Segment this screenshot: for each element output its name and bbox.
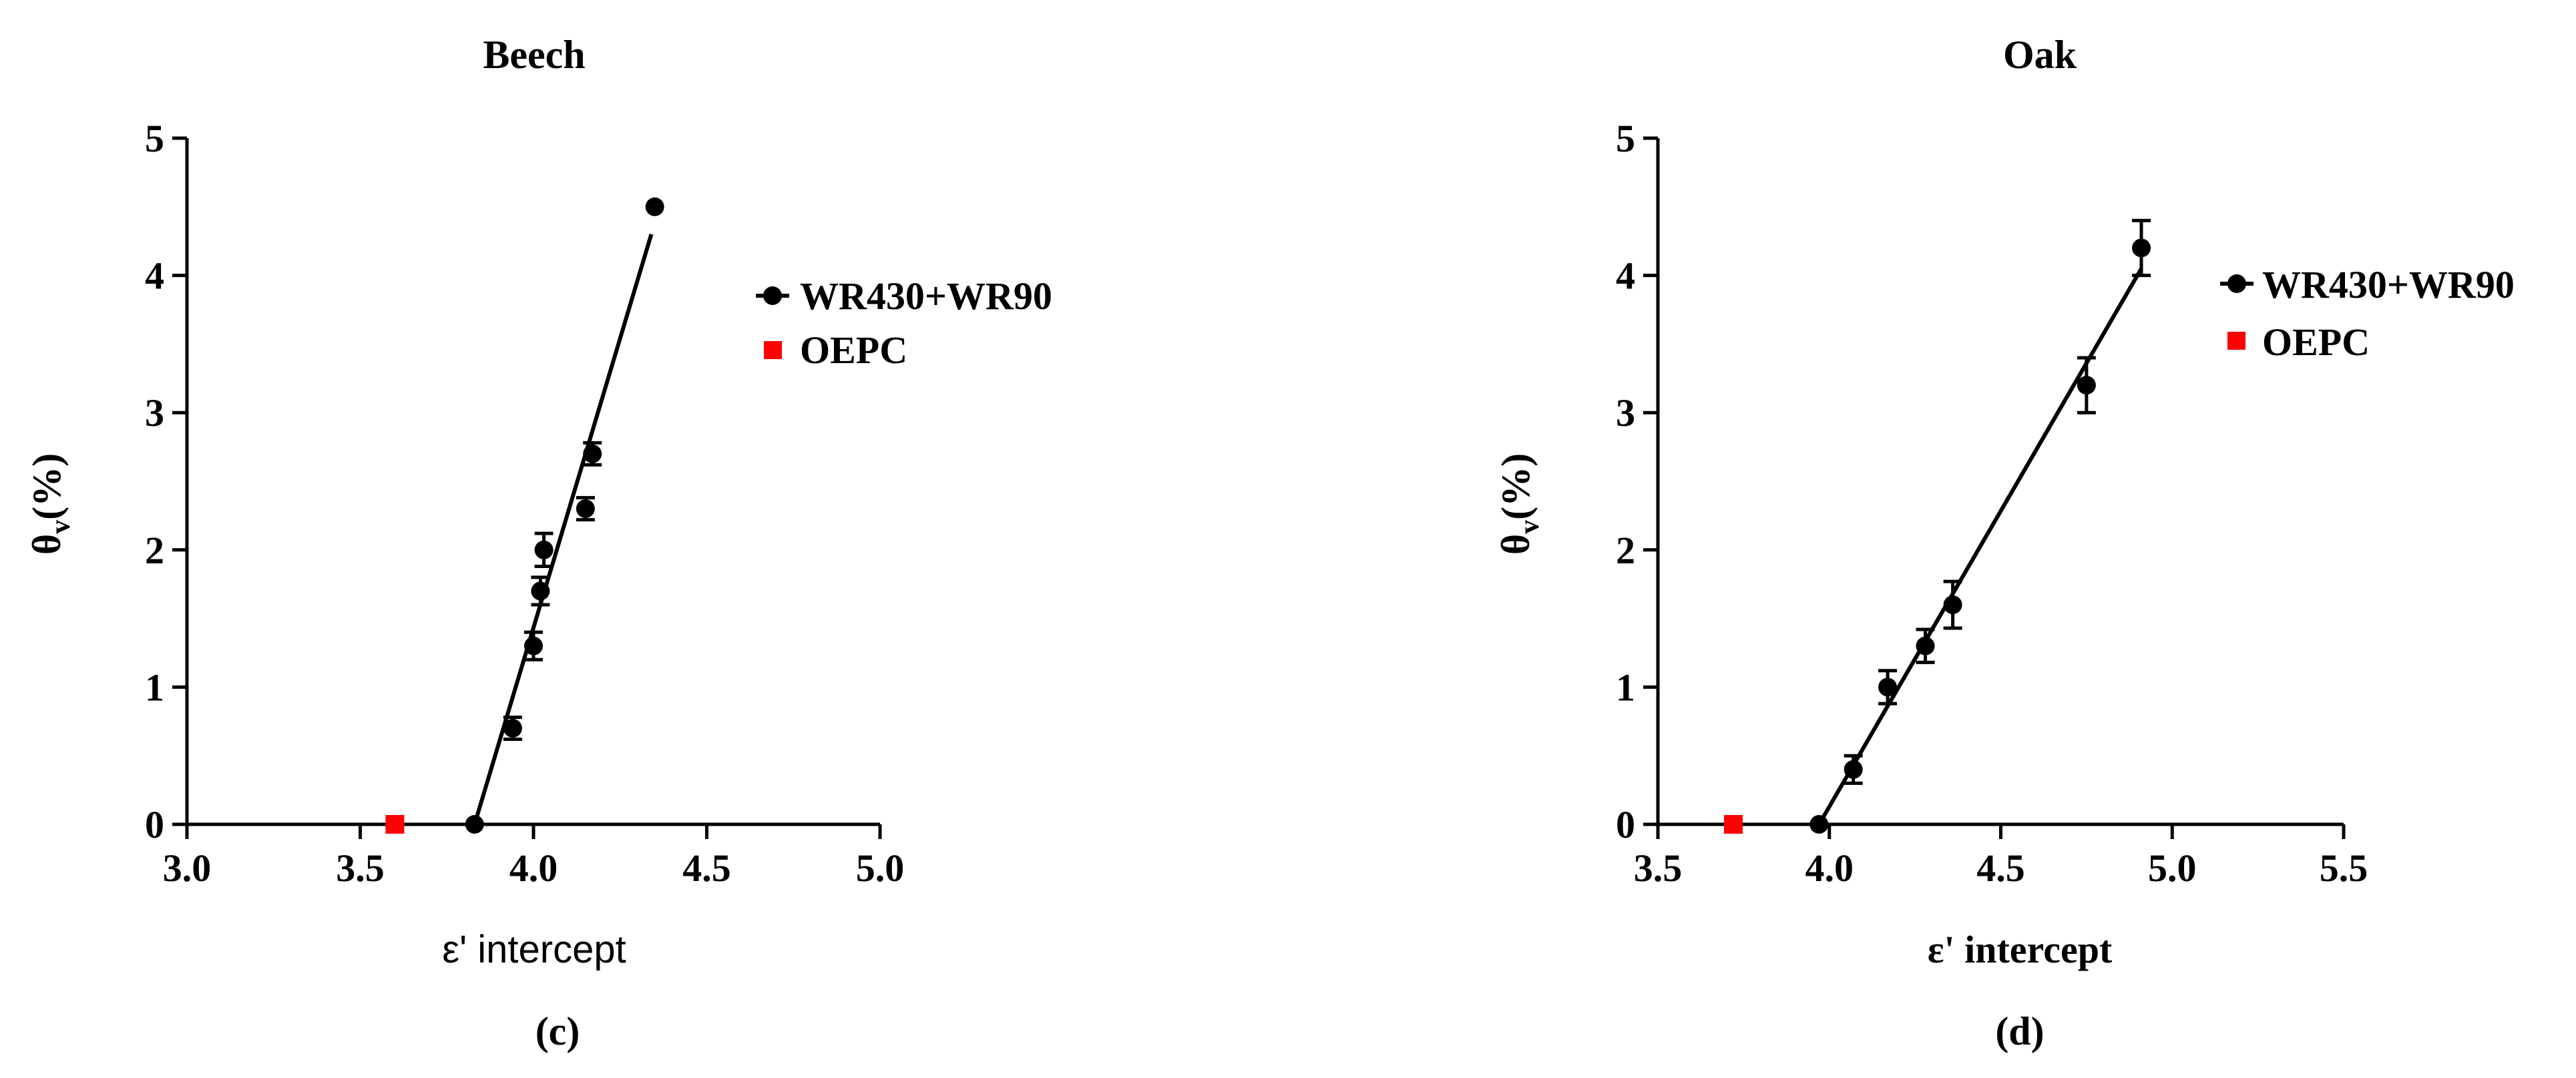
x-tick-label: 5.5 (2320, 846, 2368, 890)
data-point (645, 197, 664, 216)
y-tick-label: 5 (1616, 117, 1635, 160)
panel-label: (d) (1995, 1009, 2044, 1053)
legend-label-oepc: OEPC (2262, 320, 2370, 364)
svg-text:θv(%): θv(%) (25, 453, 76, 555)
legend-label-wr430-wr90: WR430+WR90 (2262, 263, 2515, 306)
data-point (1878, 678, 1898, 697)
y-axis-title: θv(%) (1494, 453, 1545, 555)
x-tick-label: 4.0 (509, 846, 558, 890)
y-tick-label: 4 (1616, 254, 1635, 298)
data-point (465, 815, 484, 834)
data-point (583, 444, 602, 463)
y-axis-title-unit: (%) (25, 453, 69, 520)
y-tick-label: 2 (1616, 529, 1635, 572)
y-axis-title: θv(%) (25, 453, 76, 555)
y-axis-title-main: θ (1494, 534, 1538, 555)
y-tick-label: 0 (145, 803, 164, 846)
legend-marker-oepc (2227, 332, 2245, 350)
x-tick-label: 3.0 (163, 846, 212, 890)
x-tick-label: 3.5 (336, 846, 385, 890)
data-point (1943, 595, 1962, 615)
x-tick-label: 4.0 (1805, 846, 1854, 890)
fit-lines (472, 234, 654, 825)
data-point (503, 719, 522, 738)
data-point (576, 499, 595, 519)
y-tick-label: 1 (145, 665, 164, 709)
data-point (2132, 238, 2151, 258)
legend-marker-oepc (764, 341, 782, 359)
chart-panel-oak: Oak θv(%) ε' intercept (d) 0 1 2 3 4 5 3.5 4.0 4… (1494, 33, 2515, 1053)
svg-text:θv(%): θv(%) (1494, 453, 1545, 555)
data-point (2077, 376, 2096, 395)
data-marks (1723, 218, 2151, 834)
y-tick-label: 0 (1616, 803, 1635, 846)
y-axis-title-sub: v (1514, 520, 1545, 534)
chart-title: Oak (2003, 33, 2077, 77)
axes: 0 1 2 3 4 5 3.5 4.0 4.5 5.0 5.5 (1616, 117, 2368, 890)
data-point-square (1723, 815, 1743, 834)
data-point (1809, 815, 1829, 834)
y-tick-label: 4 (145, 254, 164, 298)
y-tick-label: 3 (145, 391, 164, 435)
y-tick-label: 1 (1616, 665, 1635, 709)
y-tick-label: 2 (145, 529, 164, 572)
chart-panel-beech: Beech θv(%) ε' intercept (c) 0 1 2 3 4 5 3.0 3.… (25, 33, 1052, 1053)
fit-line (1817, 267, 2143, 826)
data-point (1916, 636, 1935, 655)
y-axis-title-main: θ (25, 534, 69, 555)
y-tick-label: 5 (145, 117, 164, 160)
x-tick-label: 3.5 (1634, 846, 1683, 890)
fit-lines (1817, 267, 2143, 826)
data-point-square (385, 815, 405, 834)
data-point (531, 581, 550, 601)
chart-title: Beech (483, 33, 585, 77)
x-tick-label: 5.0 (856, 846, 905, 890)
x-axis-title: ε' intercept (1928, 928, 2113, 971)
legend-marker-wr430-wr90 (763, 286, 782, 305)
data-point (1844, 760, 1863, 779)
legend-label-wr430-wr90: WR430+WR90 (800, 274, 1052, 318)
panel-label: (c) (535, 1009, 580, 1053)
y-axis-title-unit: (%) (1494, 453, 1538, 520)
legend-marker-wr430-wr90 (2227, 274, 2246, 293)
y-axis-title-sub: v (45, 520, 76, 534)
x-tick-label: 4.5 (1976, 846, 2025, 890)
x-axis-title: ε' intercept (442, 928, 626, 971)
y-tick-label: 3 (1616, 391, 1635, 435)
data-point (534, 540, 554, 559)
legend-label-oepc: OEPC (800, 328, 907, 372)
data-marks (385, 197, 664, 834)
data-point (524, 636, 543, 655)
x-tick-label: 5.0 (2148, 846, 2197, 890)
legend: WR430+WR90 OEPC (756, 274, 1052, 372)
fit-line (472, 234, 654, 825)
x-tick-label: 4.5 (682, 846, 731, 890)
legend: WR430+WR90 OEPC (2220, 263, 2515, 364)
axes: 0 1 2 3 4 5 3.0 3.5 4.0 4.5 5.0 (145, 117, 904, 890)
